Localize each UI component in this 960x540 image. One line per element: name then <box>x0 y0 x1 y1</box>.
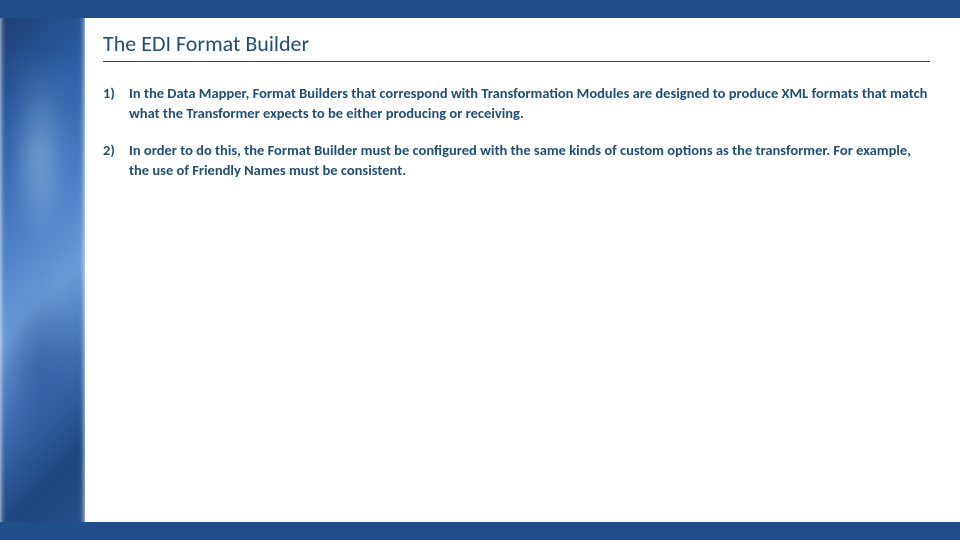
numbered-list: In the Data Mapper, Format Builders that… <box>103 84 930 180</box>
list-item: In order to do this, the Format Builder … <box>103 141 930 180</box>
slide-content: The EDI Format Builder In the Data Mappe… <box>85 18 960 522</box>
top-accent-bar <box>0 0 960 18</box>
slide-title: The EDI Format Builder <box>103 30 930 62</box>
list-item: In the Data Mapper, Format Builders that… <box>103 84 930 123</box>
left-side-decoration <box>0 0 85 540</box>
bottom-accent-bar <box>0 522 960 540</box>
